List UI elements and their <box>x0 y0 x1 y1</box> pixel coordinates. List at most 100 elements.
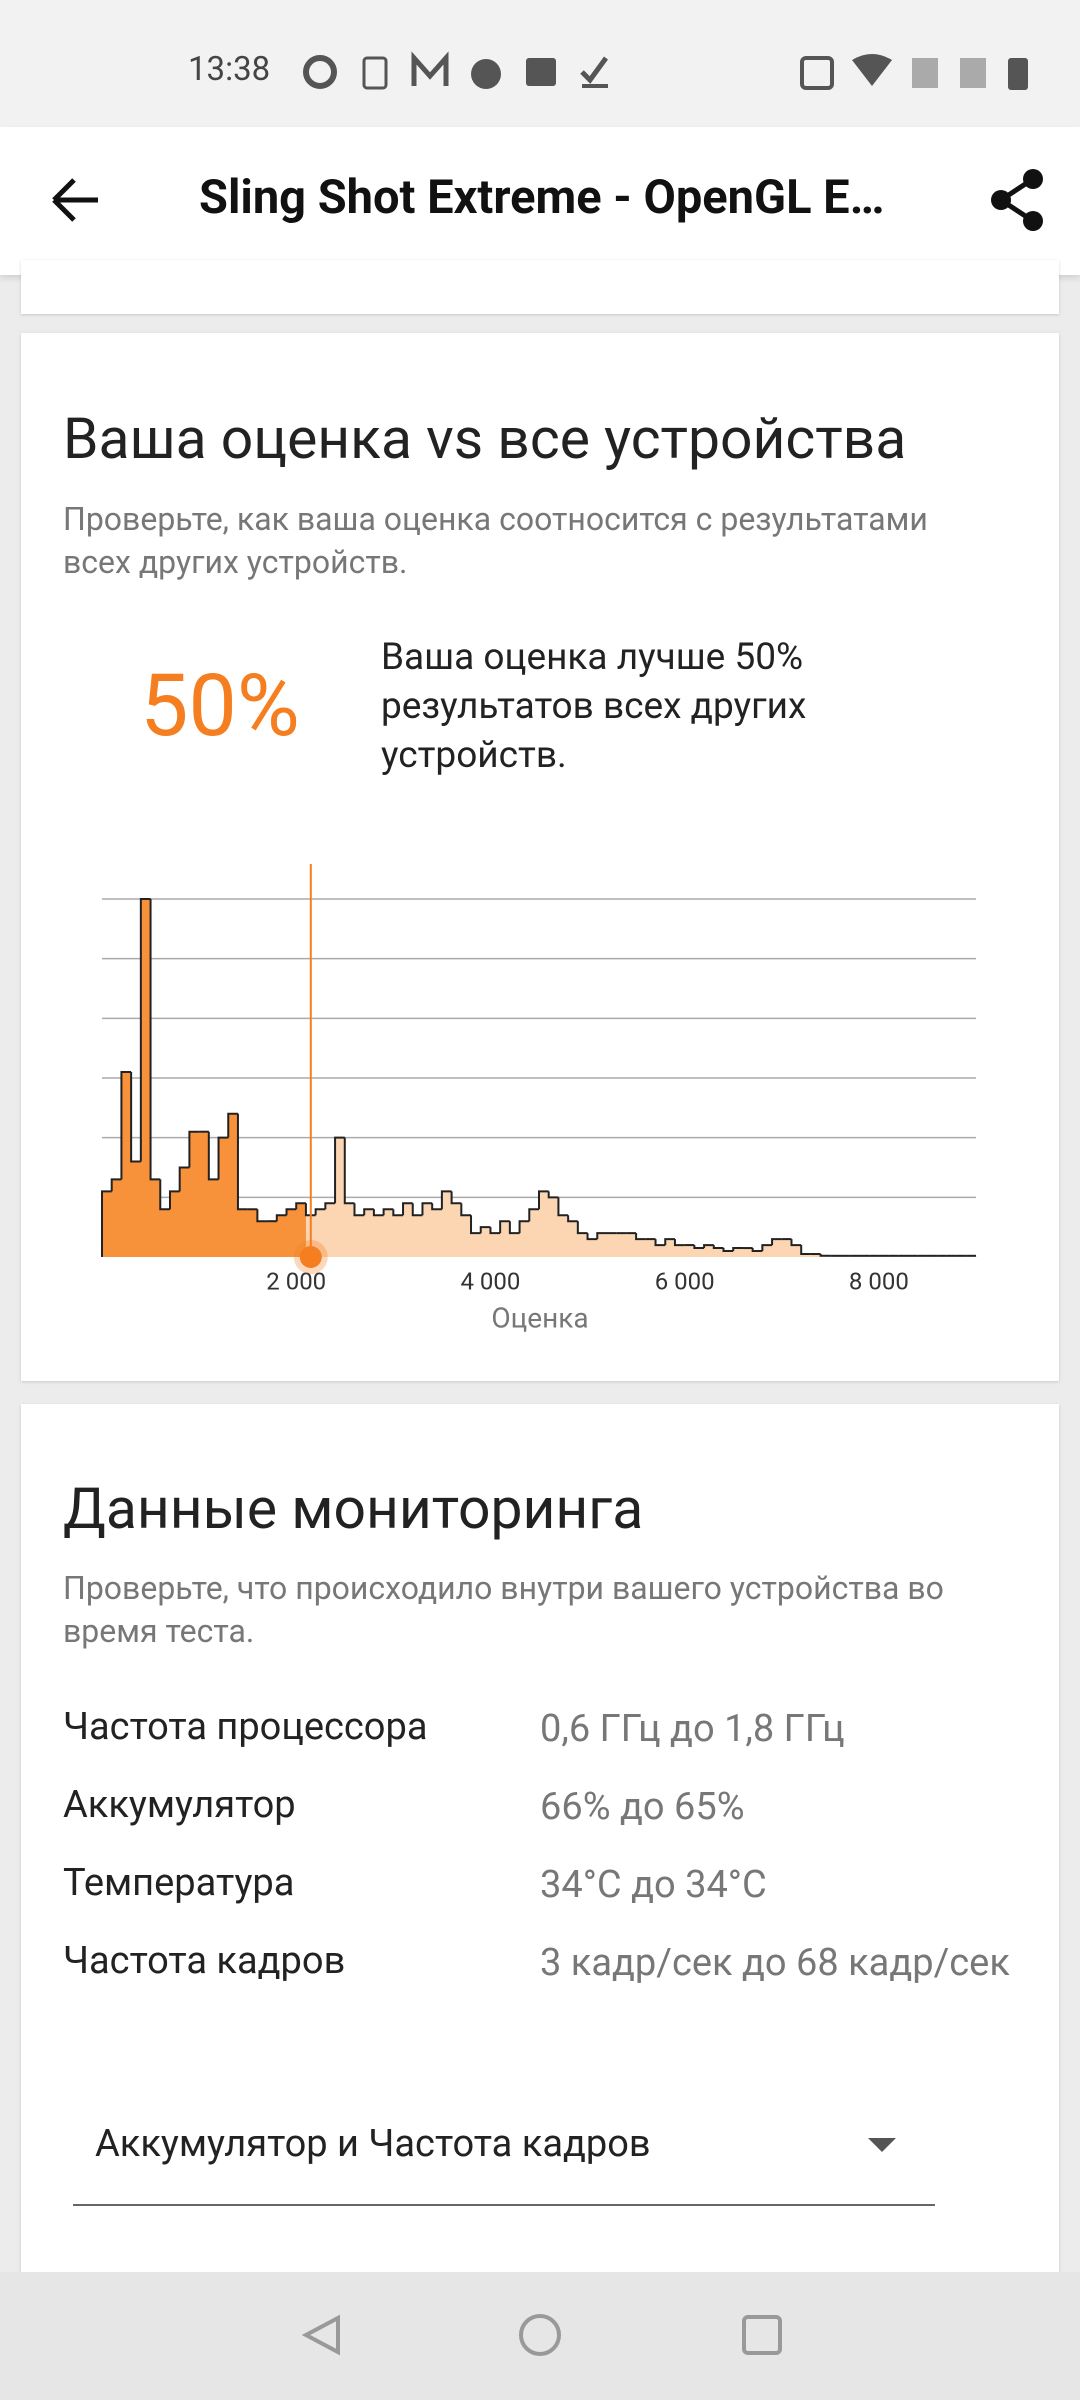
bar <box>218 1137 229 1257</box>
bar <box>286 1209 297 1257</box>
bar <box>441 1191 453 1257</box>
bar <box>237 1209 249 1257</box>
bar-outline <box>130 1072 141 1163</box>
bar-outline <box>528 1208 539 1222</box>
bar <box>199 1131 210 1257</box>
bar <box>451 1203 462 1257</box>
bar <box>519 1221 530 1257</box>
bar-outline <box>402 1202 413 1216</box>
bar-outline <box>101 1190 112 1257</box>
bar-outline <box>120 1071 132 1180</box>
status-bar: 13:38 <box>0 0 1080 127</box>
bar-outline <box>392 1209 404 1217</box>
metric-value: 66% до 65% <box>540 1785 745 1829</box>
bar-outline <box>790 1239 802 1247</box>
bar-outline <box>188 1130 200 1168</box>
bar <box>412 1215 423 1257</box>
bar <box>742 1248 754 1257</box>
bar-outline <box>227 1112 238 1138</box>
percentile: 50% <box>140 655 300 756</box>
bar <box>597 1233 608 1257</box>
bar-outline <box>314 1208 326 1216</box>
bar-outline <box>159 1179 170 1211</box>
bar <box>713 1248 725 1257</box>
bar-outline <box>547 1191 559 1199</box>
dropdown[interactable]: Аккумулятор и Частота кадров <box>73 2110 935 2206</box>
bar-outline <box>275 1214 287 1222</box>
bar-outline <box>557 1197 569 1217</box>
bar <box>267 1221 278 1257</box>
bar <box>781 1239 792 1257</box>
bar <box>228 1113 239 1257</box>
card-subtitle: Проверьте, как ваша оценка соотносится с… <box>63 500 928 581</box>
bar <box>704 1245 715 1257</box>
bar-outline <box>304 1203 316 1217</box>
bar <box>577 1233 589 1257</box>
bar-outline <box>236 1113 248 1211</box>
monitoring-card <box>21 1404 1059 2304</box>
bar <box>140 899 152 1257</box>
nav-home[interactable] <box>519 2314 561 2356</box>
previous-card <box>21 260 1059 314</box>
x-tick-label: 4 000 <box>460 1267 520 1295</box>
bar <box>121 1072 132 1257</box>
bar <box>490 1233 501 1257</box>
bar-outline <box>508 1221 520 1235</box>
nav-recents[interactable] <box>742 2315 782 2355</box>
bar <box>529 1209 540 1257</box>
bar-outline <box>334 1136 345 1204</box>
bar <box>354 1215 365 1257</box>
bar <box>383 1209 394 1257</box>
status-icons <box>303 51 1028 90</box>
bar <box>548 1197 559 1257</box>
bar <box>102 1191 113 1257</box>
bar <box>131 1161 142 1257</box>
bar <box>111 1179 122 1257</box>
metric-value: 3 кадр/сек до 68 кадр/сек <box>540 1941 1010 1985</box>
bar <box>179 1167 190 1257</box>
bar <box>509 1233 521 1257</box>
bar-outline <box>372 1209 384 1217</box>
bar <box>791 1245 802 1257</box>
back-button[interactable] <box>40 165 110 235</box>
metric-label: Частота процессора <box>63 1705 428 1749</box>
card-title: Ваша оценка vs все устройства <box>63 405 907 472</box>
bar <box>432 1209 443 1257</box>
bar-outline <box>178 1166 190 1192</box>
bar <box>461 1215 472 1257</box>
bar-outline <box>139 898 151 1162</box>
nav-back[interactable] <box>301 2314 340 2356</box>
bar <box>655 1245 666 1257</box>
share-button[interactable] <box>985 165 1055 235</box>
bar <box>568 1221 579 1257</box>
bar-outline <box>353 1203 365 1217</box>
bar-outline <box>567 1215 578 1223</box>
bar-outline <box>460 1203 472 1217</box>
bar <box>636 1239 647 1257</box>
bar-outline <box>421 1202 433 1216</box>
bar-outline <box>411 1203 423 1217</box>
bar-outline <box>761 1244 773 1252</box>
bar <box>276 1215 288 1257</box>
bar-outline <box>431 1203 442 1211</box>
bar <box>539 1191 550 1257</box>
bar <box>616 1233 627 1257</box>
bar <box>500 1221 511 1257</box>
bar-outline <box>343 1137 355 1205</box>
bar-outline <box>771 1238 782 1246</box>
bar <box>257 1221 268 1257</box>
bar <box>247 1209 258 1257</box>
bar-outline <box>654 1239 666 1247</box>
bar-outline <box>712 1245 724 1250</box>
bar-outline <box>149 899 161 1181</box>
bar-outline <box>538 1190 549 1210</box>
x-tick-label: 6 000 <box>655 1267 715 1295</box>
bar-outline <box>479 1226 491 1234</box>
bar-outline <box>693 1245 705 1250</box>
bar <box>471 1233 482 1257</box>
bar-outline <box>576 1221 588 1235</box>
metric-label: Температура <box>63 1861 295 1905</box>
bar-outline <box>664 1238 675 1246</box>
